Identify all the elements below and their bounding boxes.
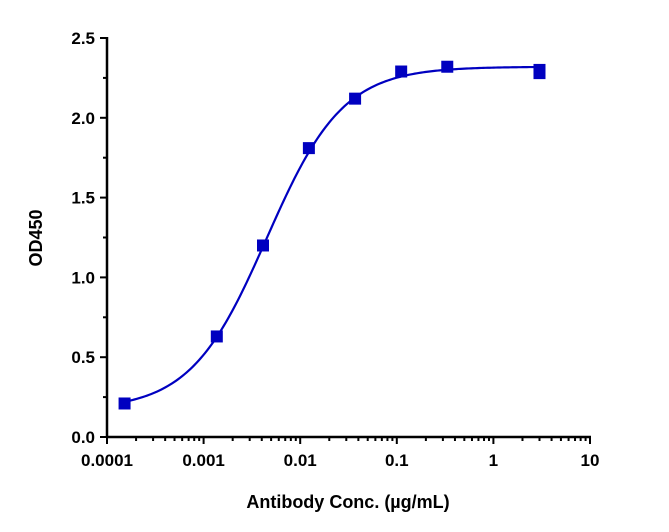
data-points	[118, 60, 546, 410]
data-point	[210, 330, 223, 343]
y-tick-label: 1.0	[71, 268, 95, 287]
y-tick-label: 2.5	[71, 29, 95, 48]
x-tick-label: 10	[581, 451, 600, 470]
fit-curve	[123, 65, 540, 403]
data-point	[349, 92, 362, 105]
y-axis-label: OD450	[26, 209, 46, 266]
data-point	[441, 60, 454, 73]
data-point	[395, 65, 408, 78]
y-tick-label: 0.5	[71, 348, 95, 367]
x-tick-label: 0.0001	[81, 451, 133, 470]
data-point	[256, 239, 269, 252]
data-point	[533, 67, 546, 80]
data-point	[118, 397, 131, 410]
y-tick-label: 1.5	[71, 189, 95, 208]
x-axis-label: Antibody Conc. (µg/mL)	[246, 492, 449, 512]
y-tick-label: 0.0	[71, 428, 95, 447]
x-tick-label: 0.001	[182, 451, 225, 470]
y-tick-label: 2.0	[71, 109, 95, 128]
ticks: 0.0 0.5 1.0 1.5 2.0 2.5 0.0001 0.001 0.01 0.1 1 10	[71, 29, 599, 470]
x-tick-label: 0.1	[385, 451, 409, 470]
x-tick-label: 0.01	[284, 451, 317, 470]
x-tick-label: 1	[489, 451, 498, 470]
data-point	[302, 142, 315, 155]
